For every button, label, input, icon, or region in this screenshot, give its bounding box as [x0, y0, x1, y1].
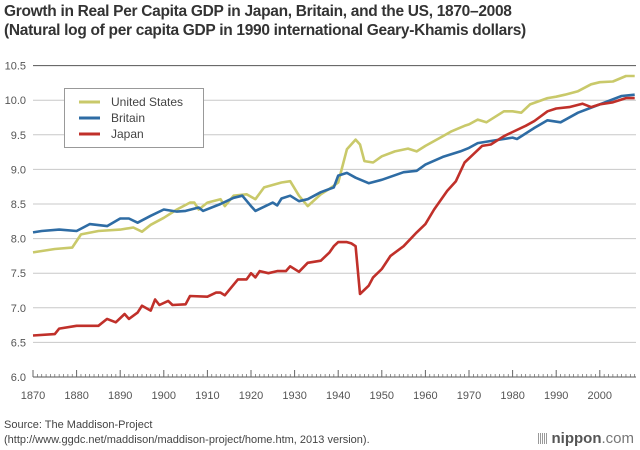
- x-tick-label: 1870: [21, 390, 45, 402]
- y-tick-label: 8.5: [11, 199, 26, 211]
- logo-main: nippon: [551, 430, 602, 447]
- gridlines: [33, 65, 636, 343]
- x-tick-label: 1910: [195, 390, 219, 402]
- y-tick-label: 7.5: [11, 268, 26, 280]
- x-tick-label: 1970: [457, 390, 481, 402]
- x-tick-label: 1960: [413, 390, 437, 402]
- x-tick-label: 1990: [544, 390, 568, 402]
- x-tick-label: 1940: [326, 390, 350, 402]
- series-line-united-states: [32, 74, 635, 254]
- x-tick-label: 1890: [108, 390, 132, 402]
- y-tick-label: 10.5: [5, 61, 26, 73]
- chart-subtitle: (Natural log of per capita GDP in 1990 i…: [4, 22, 526, 39]
- x-tick-label: 1880: [64, 390, 88, 402]
- source-note: Source: The Maddison-Project (http://www…: [4, 418, 370, 448]
- legend-label: United States: [111, 95, 183, 109]
- chart-title-main: Growth in Real Per Capita GDP in Japan, …: [4, 3, 512, 20]
- x-tick-label: 1930: [282, 390, 306, 402]
- x-tick-label: 2000: [588, 390, 612, 402]
- nippon-logo: nippon.com: [537, 430, 634, 447]
- y-tick-label: 6.5: [11, 337, 26, 349]
- y-tick-label: 9.5: [11, 130, 26, 142]
- x-axis: 1870 1880 1890 1900 1910 1920 1930 1940 1950 1960…: [21, 370, 636, 402]
- source-line-1: Source: The Maddison-Project: [4, 419, 153, 431]
- legend-label: Japan: [111, 127, 144, 141]
- chart-title: Growth in Real Per Capita GDP in Japan, …: [4, 2, 526, 40]
- legend: United States Britain Japan: [64, 88, 204, 148]
- logo-bars-icon: [537, 433, 548, 444]
- x-tick-label: 1900: [152, 390, 176, 402]
- series-line-britain: [32, 93, 635, 234]
- y-tick-label: 10.0: [5, 95, 26, 107]
- legend-label: Britain: [111, 111, 145, 125]
- y-axis-tick-labels: 6.0 6.5 7.0 7.5 8.0 8.5 9.0 9.5 10.0 10.5: [5, 61, 26, 384]
- y-tick-label: 6.0: [11, 372, 26, 384]
- x-tick-label: 1920: [239, 390, 263, 402]
- y-tick-label: 8.0: [11, 234, 26, 246]
- series-line-japan: [32, 96, 635, 337]
- source-line-2: (http://www.ggdc.net/maddison/maddison-p…: [4, 434, 370, 446]
- x-tick-label: 1950: [370, 390, 394, 402]
- logo-suffix: .com: [601, 430, 634, 447]
- y-tick-label: 7.0: [11, 303, 26, 315]
- series-lines: [32, 74, 635, 337]
- y-tick-label: 9.0: [11, 164, 26, 176]
- x-tick-label: 1980: [500, 390, 524, 402]
